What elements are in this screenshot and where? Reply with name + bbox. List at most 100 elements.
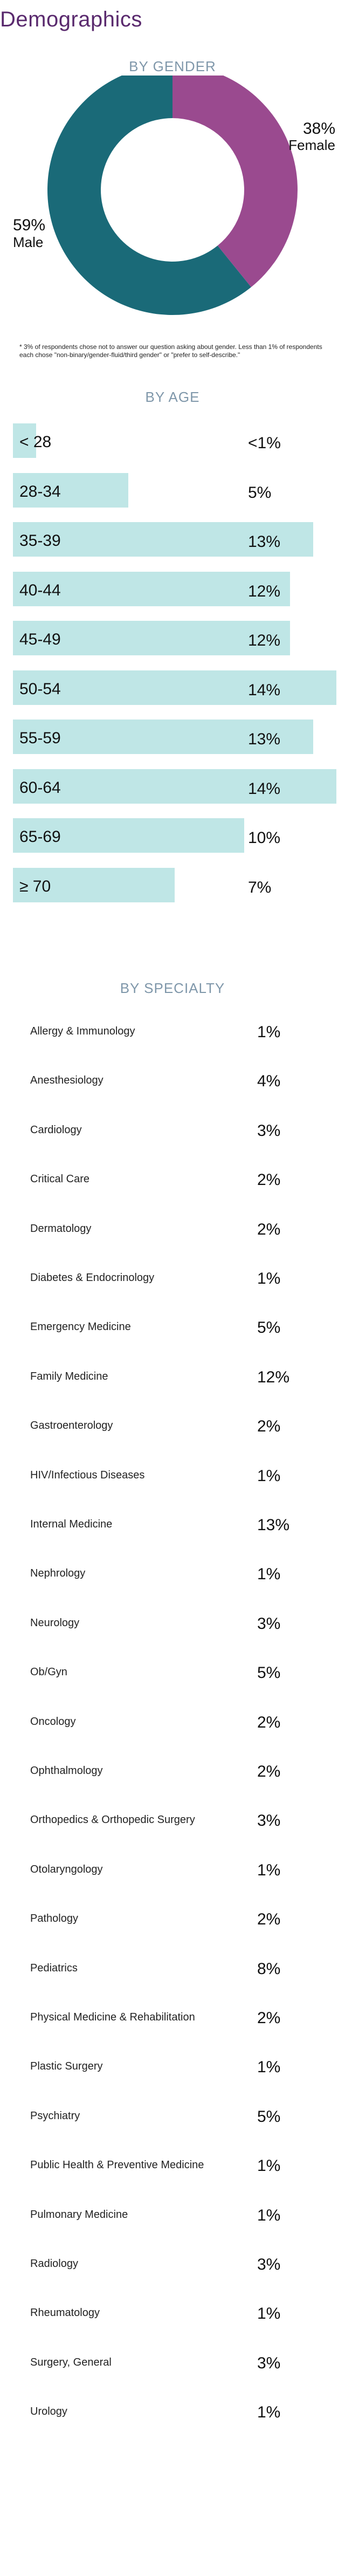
specialty-value: 3% (257, 1121, 281, 1140)
specialty-label: Diabetes & Endocrinology (30, 1272, 155, 1284)
gender-donut-chart: 38%Female 59%Male (13, 76, 335, 315)
specialty-label: Pathology (30, 1913, 78, 1925)
specialty-label: Oncology (30, 1715, 76, 1728)
donut-slice-male (47, 76, 251, 315)
donut-category-label-female: Female (288, 137, 335, 153)
age-value-label: 5% (248, 483, 272, 502)
age-category-label: 28-34 (19, 482, 61, 501)
page-title: Demographics (0, 8, 142, 31)
age-value-label: 7% (248, 878, 272, 896)
age-row: 45-49 12% (13, 621, 336, 655)
specialty-label: Plastic Surgery (30, 2060, 103, 2073)
age-category-label: 50-54 (19, 680, 61, 698)
age-value-label: 10% (248, 829, 281, 847)
specialty-value: 1% (257, 1565, 281, 1584)
specialty-label: Surgery, General (30, 2356, 112, 2368)
specialty-row: Cardiology 3% (0, 1120, 345, 1141)
age-value-label: 13% (248, 730, 281, 748)
specialty-row: Physical Medicine & Rehabilitation 2% (0, 2007, 345, 2029)
specialty-value: 2% (257, 1220, 281, 1238)
specialty-row: Orthopedics & Orthopedic Surgery 3% (0, 1810, 345, 1831)
age-value-label: 14% (248, 779, 281, 798)
age-value-label: <1% (248, 434, 281, 452)
age-row: 50-54 14% (13, 670, 336, 705)
age-row: 35-39 13% (13, 522, 336, 557)
specialty-row: Nephrology 1% (0, 1563, 345, 1585)
specialty-value: 5% (257, 1664, 281, 1682)
age-row: 55-59 13% (13, 720, 336, 754)
specialty-row: Pulmonary Medicine 1% (0, 2204, 345, 2226)
specialty-value: 3% (257, 2256, 281, 2273)
specialty-label: Emergency Medicine (30, 1321, 131, 1333)
specialty-label: Dermatology (30, 1222, 92, 1235)
specialty-row: Gastroenterology 2% (0, 1415, 345, 1437)
age-row: 28-34 5% (13, 472, 336, 508)
specialty-label: Rheumatology (30, 2307, 100, 2319)
age-bar (13, 769, 336, 804)
specialty-value: 4% (257, 1072, 281, 1091)
specialty-value: 1% (257, 2403, 281, 2422)
specialty-row: Otolaryngology 1% (0, 1859, 345, 1881)
specialty-value: 1% (257, 2206, 281, 2224)
age-bar (13, 818, 244, 853)
donut-slice-female (172, 76, 298, 287)
donut-value-label-male: 59% (13, 216, 45, 234)
age-category-label: 45-49 (19, 631, 61, 648)
specialty-row: Neurology 3% (0, 1613, 345, 1634)
specialty-row: Allergy & Immunology 1% (0, 1021, 345, 1043)
specialty-value: 2% (257, 1910, 281, 1929)
age-bar (13, 571, 291, 606)
age-row: < 28 <1% (13, 423, 336, 458)
specialty-value: 2% (257, 1713, 281, 1731)
specialty-row: Ob/Gyn 5% (0, 1662, 345, 1683)
specialty-value: 3% (257, 1614, 281, 1633)
specialty-value: 2% (257, 2009, 281, 2027)
specialty-value: 1% (257, 1270, 281, 1287)
age-bar (13, 423, 36, 458)
age-row: 60-64 14% (13, 769, 336, 804)
donut-value-label-female: 38% (303, 120, 335, 138)
specialty-value: 1% (257, 1023, 281, 1041)
specialty-value: 1% (257, 1861, 281, 1879)
age-row: ≥ 70 7% (13, 867, 336, 902)
specialty-label: Neurology (30, 1616, 80, 1629)
age-category-label: 60-64 (19, 778, 61, 797)
age-bar (13, 621, 291, 655)
specialty-value: 8% (257, 1960, 281, 1978)
age-bar (13, 867, 175, 902)
gender-section-title: BY GENDER (129, 58, 216, 74)
specialty-value: 12% (257, 1368, 290, 1386)
specialty-label: Gastroenterology (30, 1420, 113, 1432)
specialty-row: Anesthesiology 4% (0, 1070, 345, 1092)
specialty-label: Pulmonary Medicine (30, 2208, 128, 2221)
age-value-label: 14% (248, 681, 281, 699)
specialty-value: 5% (257, 2107, 281, 2126)
specialty-row: Emergency Medicine 5% (0, 1317, 345, 1338)
donut-category-label-male: Male (13, 234, 43, 250)
specialty-row: Surgery, General 3% (0, 2352, 345, 2374)
age-category-label: 55-59 (19, 729, 61, 747)
specialty-row: Psychiatry 5% (0, 2106, 345, 2127)
specialty-value: 3% (257, 1812, 281, 1830)
specialty-row: Diabetes & Endocrinology 1% (0, 1268, 345, 1289)
specialty-label: Allergy & Immunology (30, 1025, 135, 1037)
specialty-label: Nephrology (30, 1567, 86, 1580)
specialty-row: Family Medicine 12% (0, 1366, 345, 1388)
specialty-value: 5% (257, 1319, 281, 1337)
specialty-label: Family Medicine (30, 1370, 108, 1382)
gender-footnote: * 3% of respondents chose not to answer … (19, 343, 322, 359)
specialty-label: Orthopedics & Orthopedic Surgery (30, 1814, 195, 1826)
specialty-label: HIV/Infectious Diseases (30, 1469, 145, 1481)
specialty-row: Pediatrics 8% (0, 1958, 345, 1979)
specialty-value: 1% (257, 2157, 281, 2175)
specialty-label: Ophthalmology (30, 1765, 103, 1777)
age-row: 40-44 12% (13, 571, 336, 606)
specialty-label: Public Health & Preventive Medicine (30, 2159, 204, 2171)
specialty-label: Otolaryngology (30, 1863, 103, 1875)
specialty-value: 3% (257, 2354, 281, 2372)
specialty-row: Oncology 2% (0, 1711, 345, 1733)
specialty-row: Pathology 2% (0, 1908, 345, 1930)
specialty-row: Ophthalmology 2% (0, 1760, 345, 1782)
specialty-label: Anesthesiology (30, 1074, 104, 1087)
specialty-value: 13% (257, 1516, 290, 1534)
